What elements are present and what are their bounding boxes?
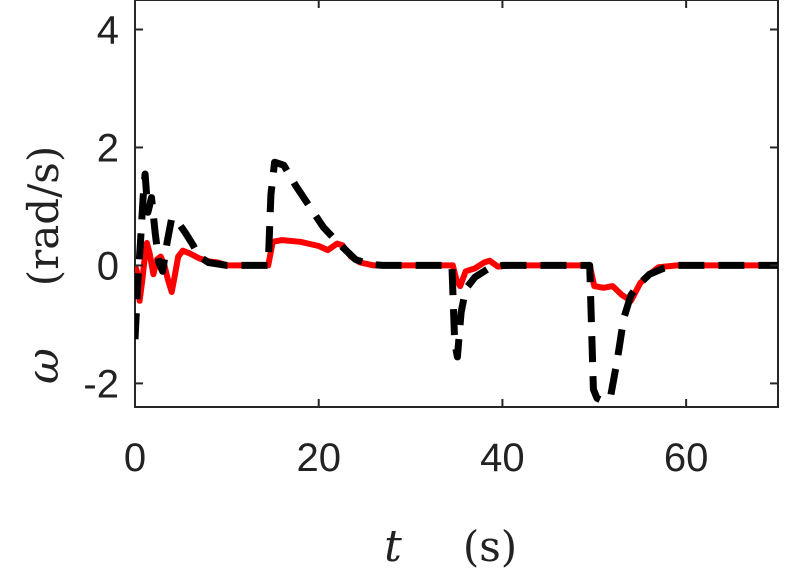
series-line-1	[135, 237, 778, 304]
y-tick-label: 0	[97, 244, 119, 288]
x-axis-symbol: t	[384, 521, 402, 572]
x-axis-label: t (s)	[384, 521, 517, 572]
y-axis-label: ω (rad/s)	[18, 146, 69, 384]
series-line-2	[135, 158, 778, 405]
x-tick-label: 0	[124, 436, 146, 480]
y-axis-symbol: ω	[18, 348, 69, 384]
x-axis-unit: (s)	[463, 522, 517, 571]
x-tick-label: 20	[296, 436, 341, 480]
y-tick-label: -2	[83, 362, 119, 406]
plot-area	[134, 0, 779, 408]
y-axis-unit: (rad/s)	[19, 146, 68, 286]
x-tick-label: 40	[480, 436, 525, 480]
y-tick-label: 2	[97, 126, 119, 170]
x-tick-label: 60	[664, 436, 709, 480]
series-group	[135, 158, 778, 405]
x-axis: 0 20 40 60	[124, 0, 709, 480]
y-tick-label: 4	[97, 8, 119, 52]
y-axis: -2 0 2 4	[83, 8, 778, 406]
